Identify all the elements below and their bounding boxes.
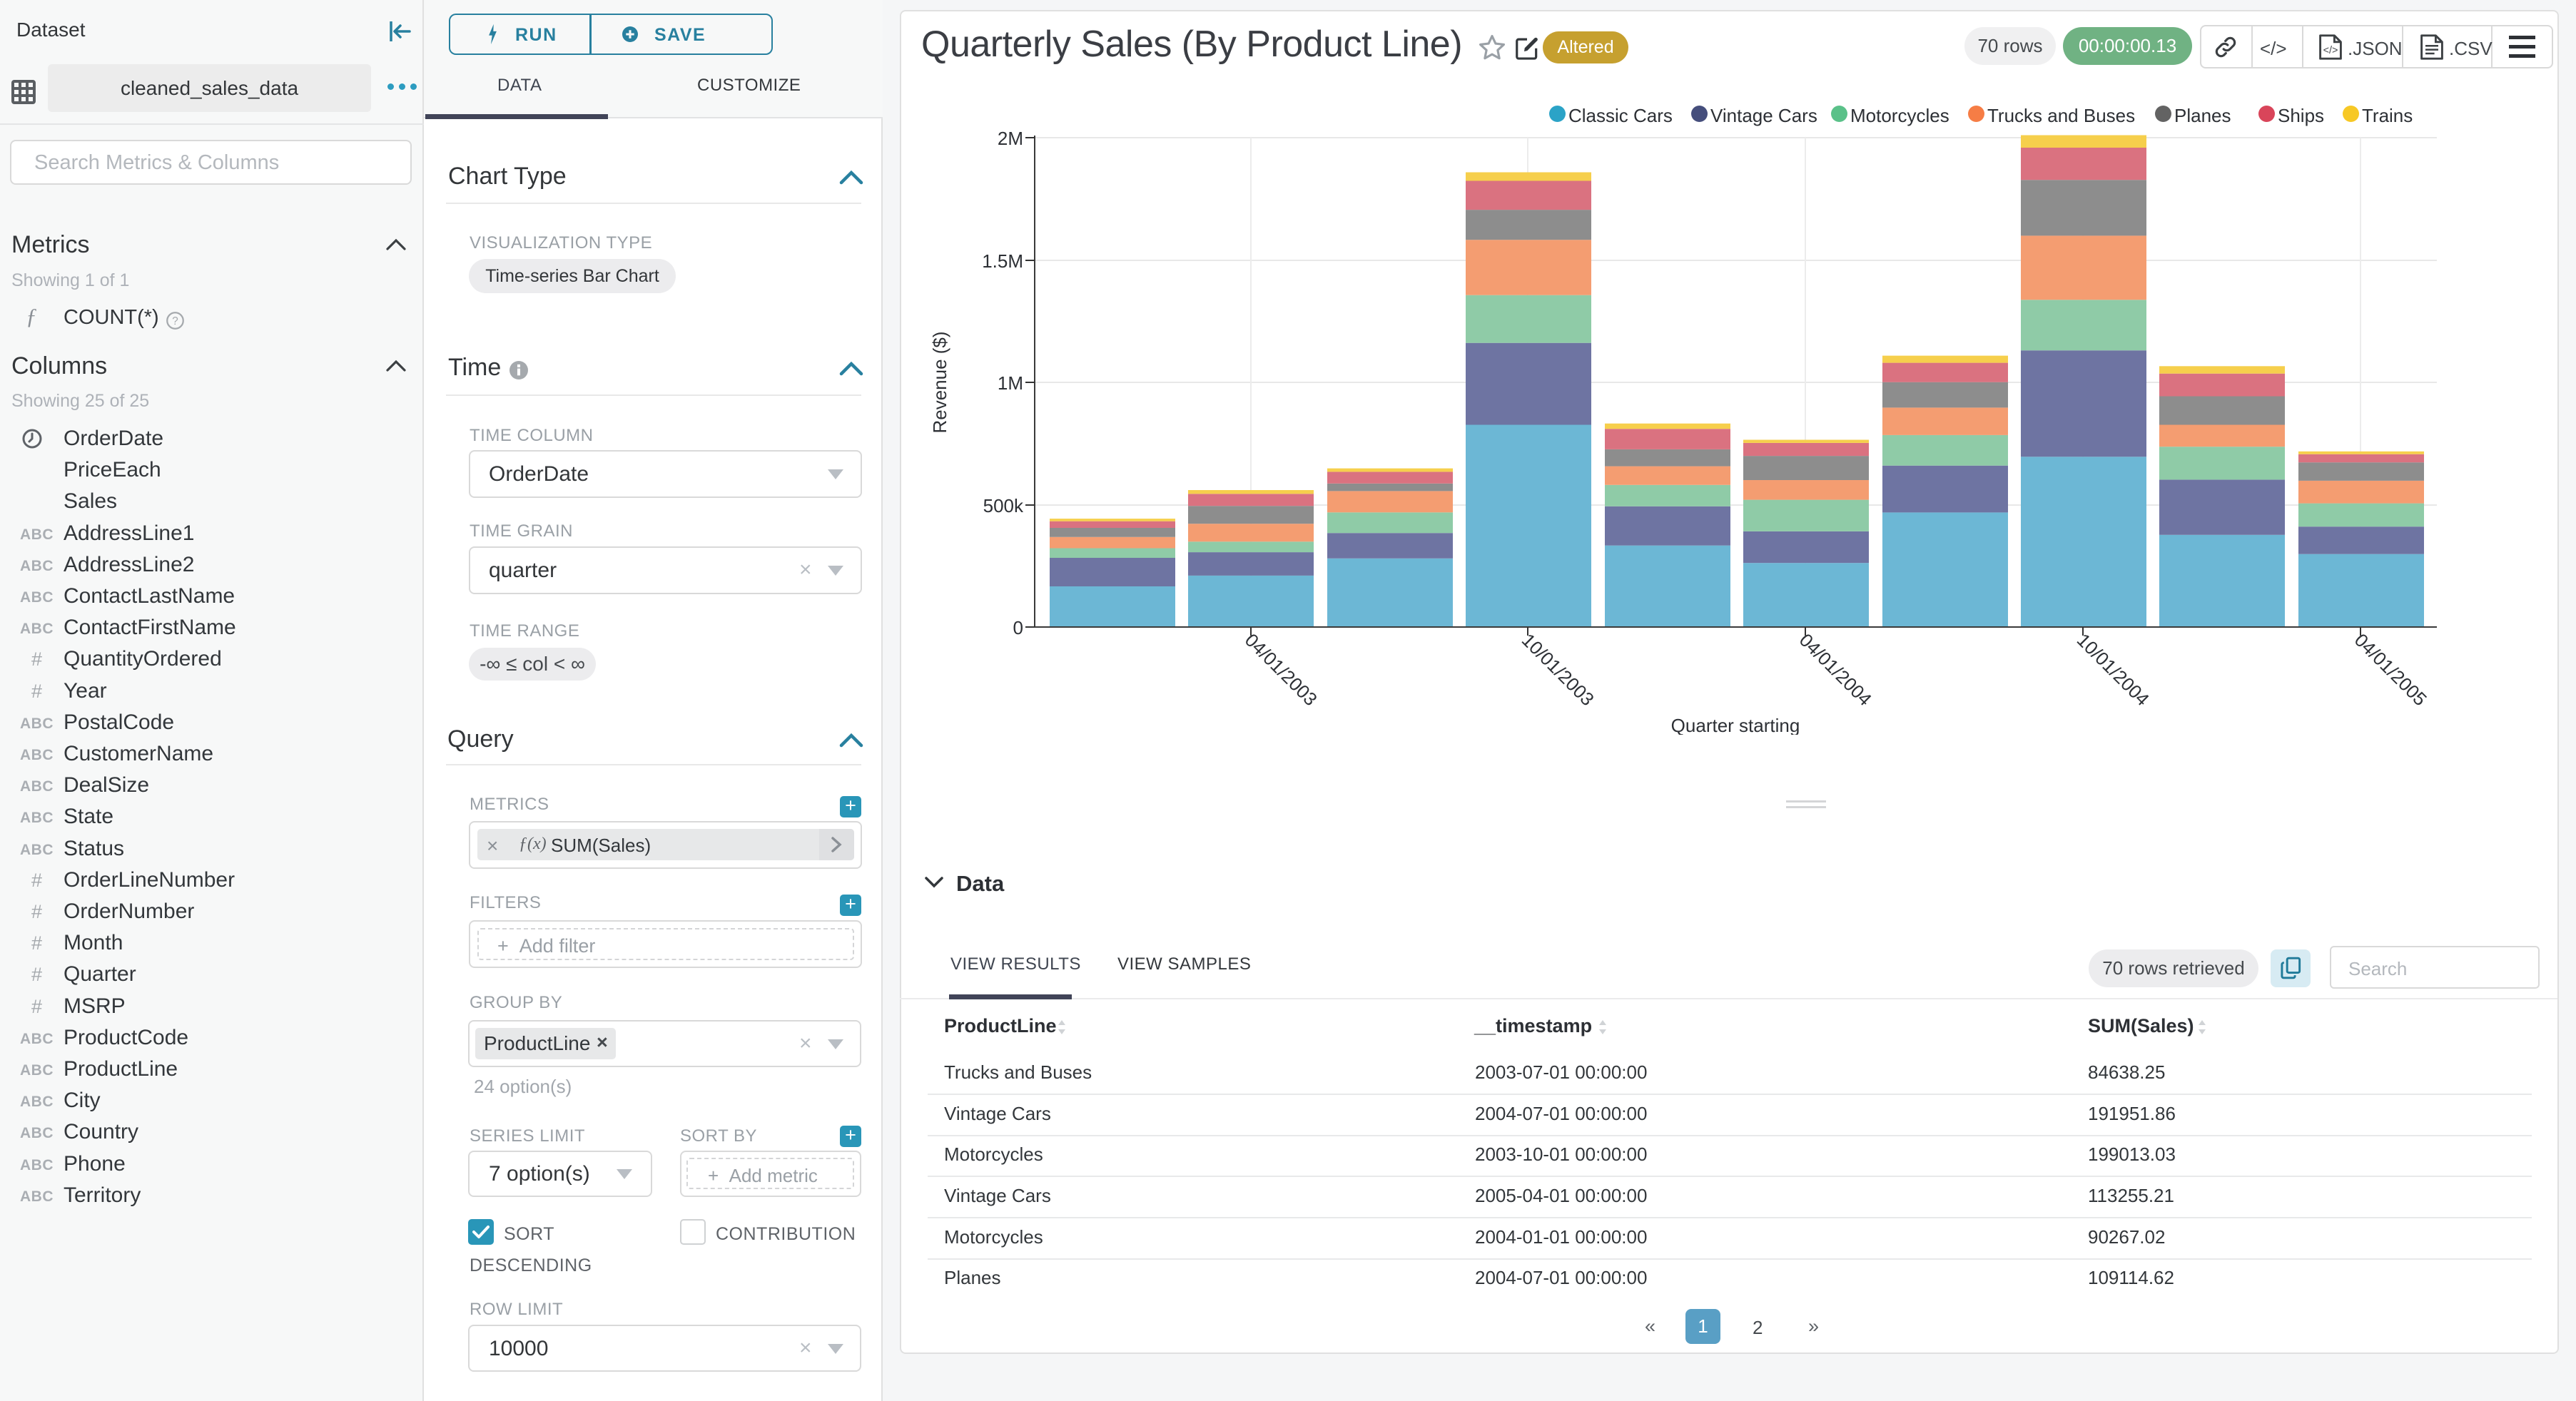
svg-text:04/01/2004: 04/01/2004 [1795, 629, 1876, 710]
svg-text:0: 0 [1013, 617, 1023, 638]
svg-text:</>: </> [2323, 45, 2338, 56]
svg-text:04/01/2005: 04/01/2005 [2351, 629, 2431, 710]
svg-text:1.5M: 1.5M [982, 250, 1023, 272]
svg-text:1M: 1M [998, 372, 1023, 394]
svg-text:04/01/2003: 04/01/2003 [1241, 629, 1322, 710]
svg-text:10/01/2004: 10/01/2004 [2073, 629, 2154, 710]
svg-text:Quarter starting: Quarter starting [1671, 715, 1800, 735]
svg-text:?: ? [172, 315, 178, 327]
svg-text:10/01/2003: 10/01/2003 [1518, 629, 1598, 710]
svg-text:500k: 500k [983, 495, 1024, 516]
svg-text:Revenue ($): Revenue ($) [929, 331, 950, 433]
svg-text:2M: 2M [998, 128, 1023, 149]
